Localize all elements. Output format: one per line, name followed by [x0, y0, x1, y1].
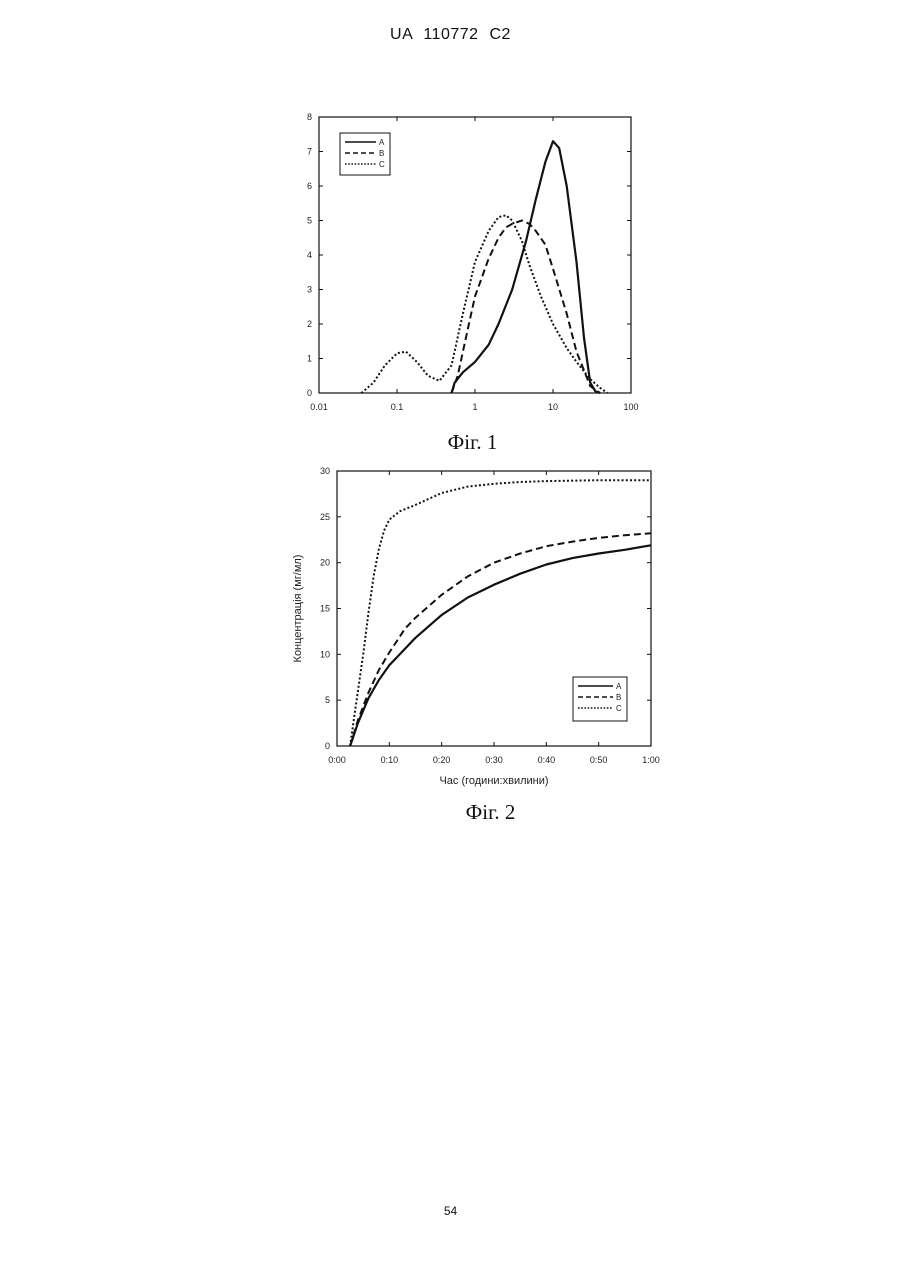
- x-tick-label: 0:50: [590, 755, 608, 765]
- figure-2-caption: Фіг. 2: [40, 800, 901, 825]
- y-axis-label: Концентрація (мг/мл): [292, 555, 304, 663]
- legend-label-a: A: [616, 682, 622, 691]
- y-tick-label: 10: [320, 649, 330, 659]
- x-tick-label: 0:30: [485, 755, 503, 765]
- legend-label-c: C: [616, 704, 622, 713]
- x-tick-label: 1:00: [642, 755, 660, 765]
- x-tick-label: 0:00: [328, 755, 346, 765]
- legend-label-b: B: [616, 693, 621, 702]
- y-tick-label: 30: [320, 466, 330, 476]
- x-tick-label: 0:10: [381, 755, 399, 765]
- x-tick-label: 0:40: [538, 755, 556, 765]
- y-tick-label: 15: [320, 604, 330, 614]
- y-tick-label: 5: [325, 695, 330, 705]
- y-tick-label: 0: [325, 741, 330, 751]
- x-axis-label: Час (години:хвилини): [439, 775, 548, 787]
- y-tick-label: 20: [320, 558, 330, 568]
- x-tick-label: 0:20: [433, 755, 451, 765]
- page-number: 54: [0, 1204, 901, 1218]
- y-tick-label: 25: [320, 512, 330, 522]
- figure-2-chart: 0:00 0:10 0:20 0:30 0:40 0:50 1:00 0 5 10 15 20 25 30…: [0, 0, 901, 800]
